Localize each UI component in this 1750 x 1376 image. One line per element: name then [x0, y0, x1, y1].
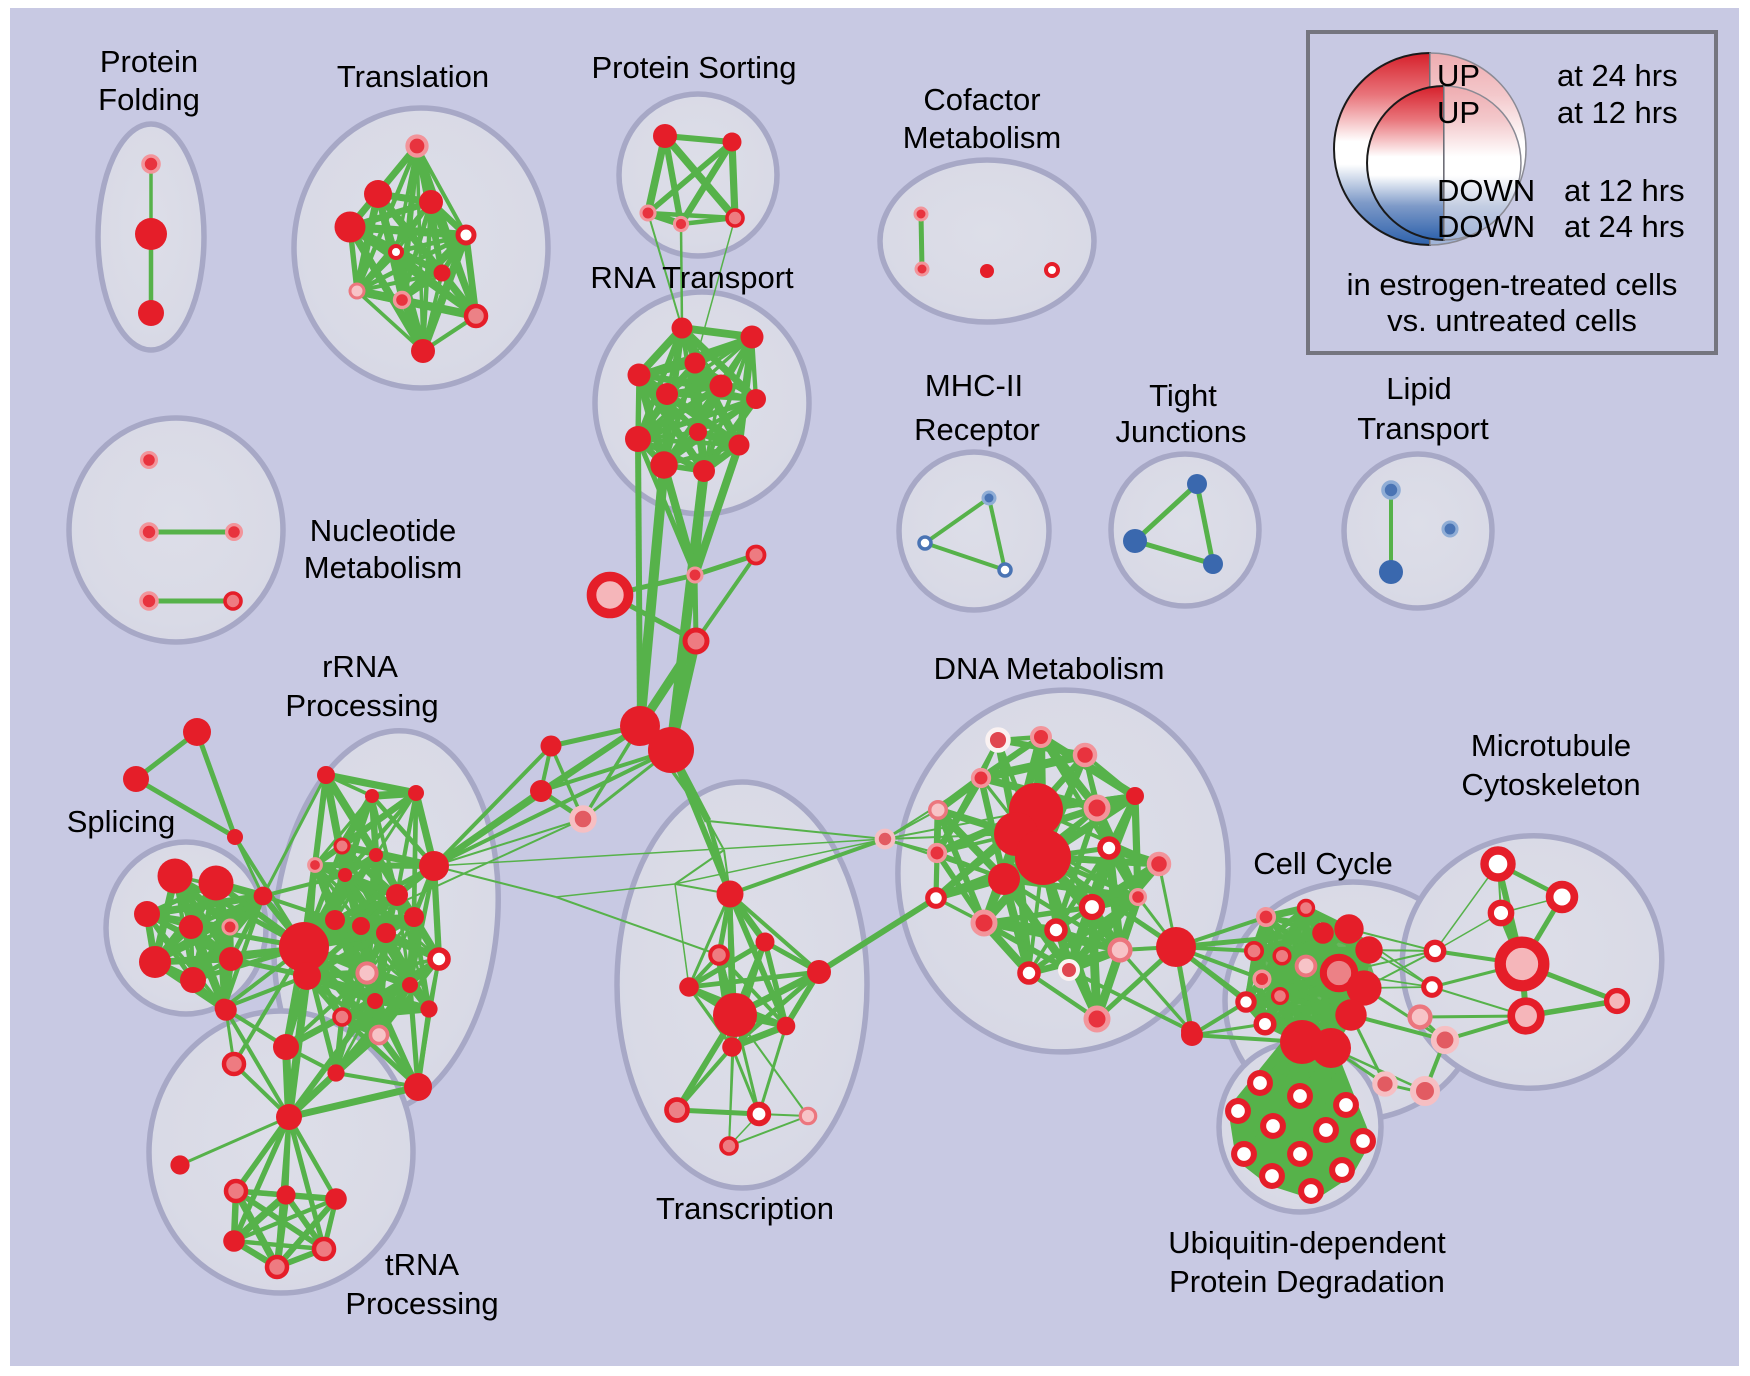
svg-text:at 12 hrs: at 12 hrs [1557, 95, 1678, 130]
svg-text:Junctions: Junctions [1116, 414, 1247, 449]
svg-text:Microtubule: Microtubule [1471, 728, 1631, 763]
svg-text:Processing: Processing [285, 688, 438, 723]
svg-text:DOWN: DOWN [1437, 209, 1535, 244]
svg-text:Cytoskeleton: Cytoskeleton [1461, 767, 1640, 802]
svg-text:at 24 hrs: at 24 hrs [1564, 209, 1685, 244]
svg-text:at 24 hrs: at 24 hrs [1557, 58, 1678, 93]
svg-text:Folding: Folding [98, 82, 200, 117]
svg-text:Lipid: Lipid [1386, 371, 1452, 406]
svg-text:in estrogen-treated cells: in estrogen-treated cells [1347, 267, 1678, 302]
svg-text:Translation: Translation [337, 59, 489, 94]
svg-text:Transport: Transport [1357, 411, 1489, 446]
svg-text:Transcription: Transcription [656, 1191, 834, 1226]
svg-text:Ubiquitin-dependent: Ubiquitin-dependent [1168, 1225, 1446, 1260]
svg-text:DNA Metabolism: DNA Metabolism [934, 651, 1165, 686]
svg-text:at 12 hrs: at 12 hrs [1564, 173, 1685, 208]
svg-text:Cofactor: Cofactor [923, 82, 1040, 117]
svg-text:rRNA: rRNA [322, 649, 398, 684]
svg-text:tRNA: tRNA [385, 1247, 459, 1282]
svg-text:vs. untreated cells: vs. untreated cells [1387, 303, 1637, 338]
svg-text:Metabolism: Metabolism [903, 120, 1062, 155]
svg-text:Processing: Processing [345, 1286, 498, 1321]
svg-text:Cell Cycle: Cell Cycle [1253, 846, 1393, 881]
svg-text:MHC-II: MHC-II [925, 368, 1023, 403]
svg-text:Splicing: Splicing [67, 804, 176, 839]
svg-text:UP: UP [1437, 95, 1480, 130]
svg-text:DOWN: DOWN [1437, 173, 1535, 208]
svg-text:UP: UP [1437, 58, 1480, 93]
svg-text:RNA Transport: RNA Transport [590, 260, 794, 295]
svg-text:Protein: Protein [100, 44, 198, 79]
svg-text:Metabolism: Metabolism [304, 550, 463, 585]
svg-text:Protein Degradation: Protein Degradation [1169, 1264, 1445, 1299]
svg-text:Receptor: Receptor [914, 412, 1040, 447]
svg-text:Protein Sorting: Protein Sorting [591, 50, 796, 85]
svg-text:Tight: Tight [1149, 378, 1217, 413]
svg-text:Nucleotide: Nucleotide [310, 513, 456, 548]
